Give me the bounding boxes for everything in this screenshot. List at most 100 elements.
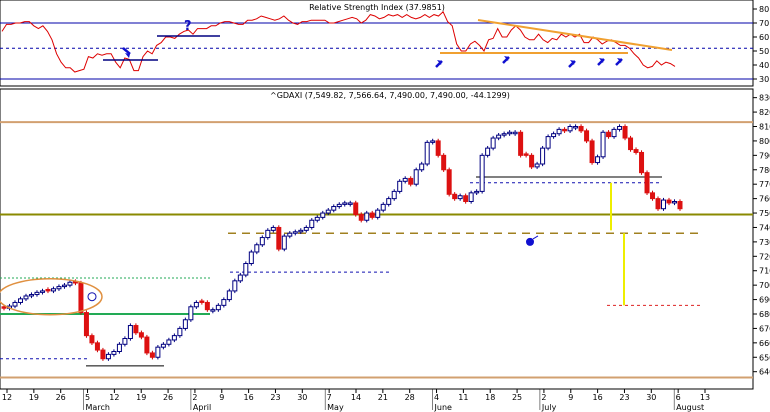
price-title: ^GDAXI (7,549.82, 7,566.64, 7,490.00, 7,… — [270, 91, 510, 100]
x-tick-label: 18 — [485, 393, 495, 402]
candle-body — [380, 203, 386, 211]
x-tick-label: 2 — [541, 393, 546, 402]
x-axis: 12 19 26 5 12 19 26 2 9 16 23 30 7 14 21 28 4 11 18 25 2 9 16 2… — [0, 388, 753, 412]
candle-body — [149, 352, 155, 358]
candle-body — [534, 163, 540, 168]
x-tick-label: 9 — [219, 393, 224, 402]
candle-body — [248, 251, 254, 265]
candle-body — [556, 128, 562, 135]
x-tick-label: 9 — [568, 393, 573, 402]
candle-body — [672, 201, 678, 204]
month-label: April — [193, 403, 211, 412]
price-y-tick-label: 7600 — [759, 195, 770, 204]
candle-body — [551, 133, 557, 138]
x-tick-label: 12 — [2, 393, 12, 402]
candle-body — [661, 199, 667, 210]
candle-body — [237, 274, 243, 282]
candle-body — [243, 263, 249, 276]
arrow-head-icon — [437, 60, 442, 65]
x-tick-label: 14 — [351, 393, 361, 402]
arrow-head-icon — [504, 56, 509, 61]
candle-body — [105, 353, 111, 360]
candle-body — [210, 309, 216, 312]
candle-body — [424, 141, 430, 165]
candle-body — [133, 325, 139, 334]
candle-body — [342, 202, 348, 205]
candle-body — [160, 343, 166, 348]
candle-body — [655, 198, 661, 210]
x-tick-label: 11 — [458, 393, 468, 402]
candle-body — [589, 140, 595, 164]
price-y-axis: 6400 6500 6600 6700 6800 6900 7000 7100 7200 7300… — [753, 94, 770, 377]
candle-body — [413, 169, 419, 185]
candle-body — [116, 343, 122, 352]
x-tick-label: 16 — [244, 393, 254, 402]
candle-body — [562, 128, 568, 132]
candle-body — [639, 151, 645, 174]
candle-body — [56, 286, 62, 290]
candle-body — [314, 216, 320, 221]
candle-body — [45, 288, 51, 292]
candle-body — [611, 128, 617, 138]
x-tick-label: 19 — [136, 393, 146, 402]
price-y-tick-label: 7500 — [759, 209, 770, 218]
candle-body — [138, 332, 144, 338]
candle-body — [628, 137, 634, 151]
price-y-tick-label: 8300 — [759, 94, 770, 103]
candle-body — [67, 281, 73, 286]
candle-body — [347, 202, 353, 205]
x-tick-label: 12 — [109, 393, 119, 402]
candle-body — [644, 172, 650, 194]
candle-body — [441, 154, 447, 171]
x-tick-label: 19 — [29, 393, 39, 402]
x-tick-label: 4 — [434, 393, 439, 402]
price-y-tick-label: 6600 — [759, 339, 770, 348]
x-tick-label: 7 — [327, 393, 332, 402]
x-tick-label: 6 — [676, 393, 681, 402]
price-support-lines — [0, 121, 753, 379]
candle-body — [331, 206, 337, 211]
rsi-annotations: ? — [103, 19, 673, 68]
candle-body — [303, 226, 309, 231]
candle-body — [397, 180, 403, 192]
candle-body — [23, 295, 29, 300]
candle-body — [650, 192, 656, 200]
x-tick-label: 28 — [405, 393, 415, 402]
candle-body — [287, 232, 293, 237]
candle-body — [61, 284, 67, 288]
candle-body — [276, 226, 282, 250]
candle-body — [232, 280, 238, 292]
price-panel: ^GDAXI (7,549.82, 7,566.64, 7,490.00, 7,… — [0, 88, 770, 390]
candle-body — [408, 177, 414, 185]
candle-body — [166, 339, 172, 345]
candle-body — [144, 336, 150, 354]
x-tick-label: 21 — [378, 393, 388, 402]
candle-body — [584, 130, 590, 142]
rsi-frame — [0, 0, 754, 87]
x-tick-label: 25 — [512, 393, 522, 402]
candle-body — [177, 327, 183, 337]
candle-body — [457, 195, 463, 200]
candle-body — [391, 190, 397, 200]
price-y-tick-label: 8200 — [759, 108, 770, 117]
candle-body — [402, 177, 408, 182]
candle-body — [127, 325, 133, 340]
smiley-icon — [87, 292, 97, 302]
candle-body — [474, 190, 480, 194]
month-label: August — [676, 403, 704, 412]
candle-body — [259, 237, 265, 246]
candle-body — [600, 131, 606, 158]
candle-body — [17, 298, 23, 303]
price-frame — [0, 88, 754, 390]
rsi-y-tick-label: 80 — [759, 5, 769, 14]
price-y-tick-label: 7300 — [759, 238, 770, 247]
candle-body — [490, 137, 496, 149]
candle-body — [122, 338, 128, 345]
rsi-panel: Relative Strength Index (37.9851) 30 40 50… — [0, 0, 769, 87]
price-y-tick-label: 7100 — [759, 267, 770, 276]
candle-body — [419, 163, 425, 171]
candle-body — [595, 156, 601, 164]
candle-body — [430, 140, 436, 143]
x-tick-label: 13 — [700, 393, 710, 402]
arrow-head-icon — [617, 58, 622, 63]
